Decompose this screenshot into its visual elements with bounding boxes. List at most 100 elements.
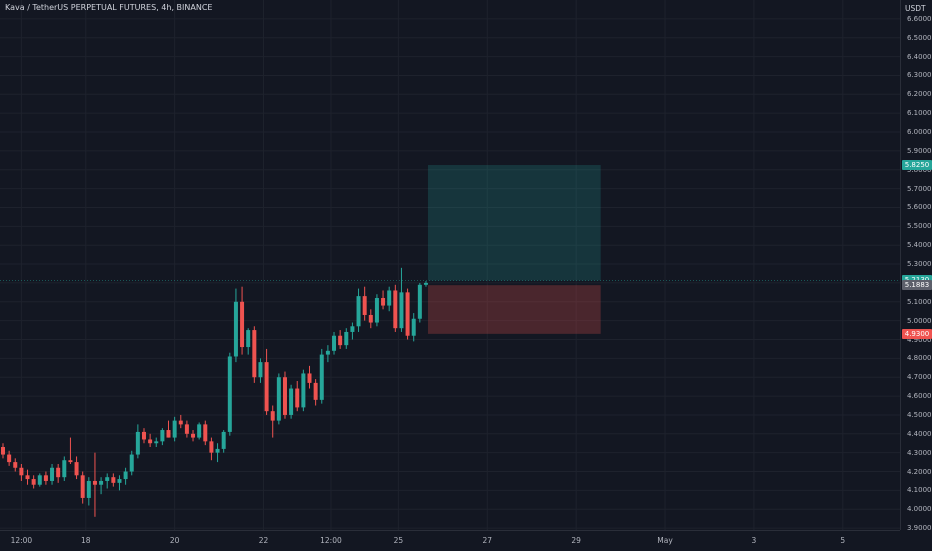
candle-up xyxy=(62,460,67,478)
candle-down xyxy=(240,301,245,348)
candlestick-chart[interactable] xyxy=(0,0,900,530)
candle-down xyxy=(184,424,189,434)
price-tick: 5.7000 xyxy=(907,184,932,193)
candle-down xyxy=(13,462,18,468)
candle-up xyxy=(160,430,165,442)
price-tick: 5.9000 xyxy=(907,146,932,155)
candle-down xyxy=(282,377,287,415)
candle-up xyxy=(37,475,42,485)
candle-down xyxy=(368,314,373,323)
candle-up xyxy=(356,296,361,327)
price-tick: 6.3000 xyxy=(907,71,932,80)
candle-down xyxy=(1,447,5,455)
price-tick: 4.8000 xyxy=(907,354,932,363)
candle-down xyxy=(313,382,318,400)
candle-up xyxy=(258,362,263,378)
price-tick: 4.9000 xyxy=(907,335,932,344)
candle-up xyxy=(135,431,140,455)
candle-up xyxy=(325,350,330,355)
candle-down xyxy=(338,335,343,346)
loss-zone xyxy=(427,285,601,334)
candle-down xyxy=(43,475,48,481)
price-tick: 4.6000 xyxy=(907,392,932,401)
price-tick: 6.2000 xyxy=(907,90,932,99)
candle-down xyxy=(191,433,196,438)
price-tick: 5.3000 xyxy=(907,260,932,269)
price-badge: 5.1883 xyxy=(902,280,932,291)
candle-down xyxy=(270,411,275,421)
candle-up xyxy=(276,377,281,421)
price-tick: 6.4000 xyxy=(907,52,932,61)
price-tick: 4.4000 xyxy=(907,429,932,438)
candle-down xyxy=(56,467,61,478)
price-tick: 4.7000 xyxy=(907,373,932,382)
candle-up xyxy=(86,480,91,498)
candle-up xyxy=(227,356,232,432)
time-tick: 29 xyxy=(571,536,581,545)
candle-down xyxy=(252,330,257,378)
price-tick: 4.0000 xyxy=(907,505,932,514)
candle-down xyxy=(148,439,153,444)
candle-up xyxy=(197,424,202,438)
candle-down xyxy=(405,292,410,336)
profit-zone xyxy=(427,165,601,281)
candle-up xyxy=(423,282,428,285)
candle-down xyxy=(295,388,300,408)
candle-down xyxy=(92,480,97,485)
time-tick: 3 xyxy=(751,536,757,545)
candle-up xyxy=(319,354,324,400)
candle-down xyxy=(209,441,214,453)
candle-down xyxy=(178,420,183,425)
candle-down xyxy=(381,298,386,306)
price-axis[interactable]: USDT 3.9000 4.0000 4.1000 4.2000 4.3000 4.400… xyxy=(900,0,932,533)
candle-up xyxy=(387,290,392,306)
candle-down xyxy=(393,290,398,329)
candle-up xyxy=(411,318,416,336)
price-tick: 4.1000 xyxy=(907,486,932,495)
candle-up xyxy=(289,388,294,415)
price-tick: 3.9000 xyxy=(907,524,932,533)
candle-down xyxy=(141,431,146,440)
candle-up xyxy=(50,467,55,481)
candle-up xyxy=(154,441,159,444)
price-tick: 4.2000 xyxy=(907,467,932,476)
candle-down xyxy=(7,454,12,463)
candle-down xyxy=(68,460,73,463)
time-tick: 27 xyxy=(482,536,493,545)
candle-up xyxy=(233,301,238,357)
candle-up xyxy=(129,454,134,472)
time-axis[interactable]: 12:00 18 20 22 12:00 25 27 29 May 3 5 xyxy=(0,530,900,551)
time-tick: May xyxy=(657,536,673,545)
candle-up xyxy=(350,326,355,332)
candle-down xyxy=(264,362,269,412)
candle-up xyxy=(332,335,337,351)
time-tick: 5 xyxy=(840,536,846,545)
candle-down xyxy=(25,475,30,480)
chart-area[interactable]: Kava / TetherUS PERPETUAL FUTURES, 4h, B… xyxy=(0,0,900,530)
price-tick: 5.0000 xyxy=(907,316,932,325)
price-badge: 5.8250 xyxy=(902,160,932,171)
price-tick: 6.0000 xyxy=(907,128,932,137)
time-tick: 18 xyxy=(80,536,91,545)
candle-down xyxy=(166,430,171,438)
time-tick: 12:00 xyxy=(10,536,33,545)
candle-down xyxy=(362,296,367,315)
price-tick: 5.5000 xyxy=(907,222,932,231)
time-tick: 20 xyxy=(169,536,180,545)
candle-down xyxy=(31,479,36,485)
price-tick: 5.1000 xyxy=(907,297,932,306)
price-badge: 4.9300 xyxy=(902,328,932,339)
candle-up xyxy=(123,471,128,480)
currency-label: USDT xyxy=(905,4,926,13)
time-tick: 12:00 xyxy=(320,536,342,545)
candle-up xyxy=(172,420,177,438)
price-tick: 5.6000 xyxy=(907,203,932,212)
price-tick: 6.6000 xyxy=(907,14,932,23)
candle-up xyxy=(344,331,349,346)
price-tick: 4.3000 xyxy=(907,448,932,457)
price-tick: 5.4000 xyxy=(907,241,932,250)
candle-up xyxy=(215,448,220,453)
candle-up xyxy=(117,479,122,483)
candle-up xyxy=(417,284,422,319)
candle-up xyxy=(105,477,110,481)
